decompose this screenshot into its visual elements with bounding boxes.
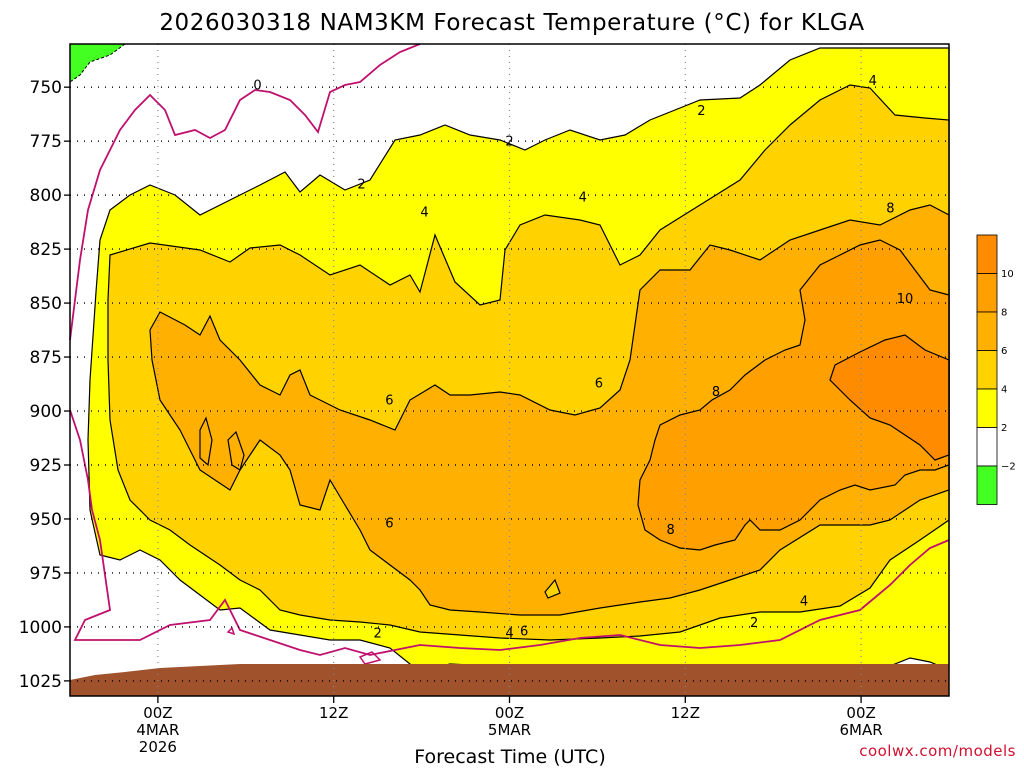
- contour-label: 8: [886, 201, 894, 216]
- contour-label: 6: [385, 394, 393, 409]
- y-tick-label: 875: [30, 348, 62, 368]
- contour-label: 2: [505, 134, 513, 149]
- contour-fill-10: [829, 334, 950, 461]
- colorbar-swatch: [976, 311, 998, 351]
- y-tick-label: 775: [30, 132, 62, 152]
- contour-label: 6: [595, 376, 603, 391]
- contour-label: 6: [385, 517, 393, 532]
- zero-contour: [69, 43, 421, 341]
- y-tick-label: 900: [30, 402, 62, 422]
- contour-label: 2: [750, 616, 758, 631]
- contour-pocket: [199, 416, 213, 467]
- x-tick-label: 00Z: [846, 704, 875, 722]
- y-tick-label: 825: [30, 240, 62, 260]
- contour-pocket: [544, 578, 561, 599]
- colorbar-swatch: [976, 273, 998, 313]
- contour-label: 2: [697, 104, 705, 119]
- x-tick-label: 2026: [139, 738, 177, 756]
- contour-label: 8: [667, 523, 675, 538]
- zero-contour-lower: [69, 409, 950, 656]
- y-tick-label: 1000: [19, 618, 62, 638]
- x-tick-label: 6MAR: [840, 721, 883, 739]
- contour-label: 2: [374, 627, 382, 642]
- contour-label: 6: [520, 625, 528, 640]
- colorbar-swatch: [976, 427, 998, 467]
- y-tick-label: 850: [30, 294, 62, 314]
- axis-ticks: [64, 86, 862, 703]
- chart-title: 2026030318 NAM3KM Forecast Temperature (…: [159, 10, 864, 36]
- colorbar-swatch: [976, 465, 998, 505]
- colorbar-swatch: [976, 388, 998, 428]
- contour-label: 4: [420, 206, 428, 221]
- colorbar-swatch: [976, 350, 998, 390]
- x-tick-label: 5MAR: [488, 721, 531, 739]
- colorbar-swatch: [976, 234, 998, 274]
- contour-label: 10: [897, 292, 914, 307]
- x-axis-title: Forecast Time (UTC): [414, 746, 605, 768]
- y-tick-label: 800: [30, 186, 62, 206]
- colorbar-label: 2: [1001, 423, 1007, 434]
- y-tick-label: 950: [30, 510, 62, 530]
- contour-label: 4: [869, 74, 877, 89]
- contour-label: 8: [712, 385, 720, 400]
- zero-contour-small: [358, 651, 382, 665]
- contour-pocket: [227, 430, 245, 471]
- contour-label: 0: [253, 78, 261, 93]
- x-tick-label: 00Z: [495, 704, 524, 722]
- gridlines: [70, 44, 949, 696]
- colorbar-label: 4: [1001, 385, 1007, 396]
- credit-text: coolwx.com/models: [859, 742, 1016, 760]
- contour-label: 4: [579, 191, 587, 206]
- contour-label: 4: [800, 594, 808, 609]
- colorbar: 10 8 6 4 2 −2: [976, 234, 1016, 505]
- colorbar-label: 6: [1001, 346, 1007, 357]
- contour-label: 4: [505, 627, 513, 642]
- x-tick-label: 4MAR: [136, 721, 179, 739]
- y-tick-label: 1025: [19, 672, 62, 692]
- colorbar-label: −2: [1001, 462, 1016, 473]
- colorbar-label: 10: [1001, 269, 1014, 280]
- colorbar-label: 8: [1001, 308, 1007, 319]
- y-tick-label: 975: [30, 564, 62, 584]
- y-tick-label: 750: [30, 78, 62, 98]
- x-tick-label: 12Z: [319, 704, 348, 722]
- y-axis-labels: 750 775 800 825 850 875 900 925 950 975 1000 1025: [19, 78, 62, 692]
- zero-contour-small: [226, 626, 236, 636]
- contour-label: 2: [357, 178, 365, 193]
- x-tick-label: 00Z: [143, 704, 172, 722]
- x-tick-label: 12Z: [671, 704, 700, 722]
- y-tick-label: 925: [30, 456, 62, 476]
